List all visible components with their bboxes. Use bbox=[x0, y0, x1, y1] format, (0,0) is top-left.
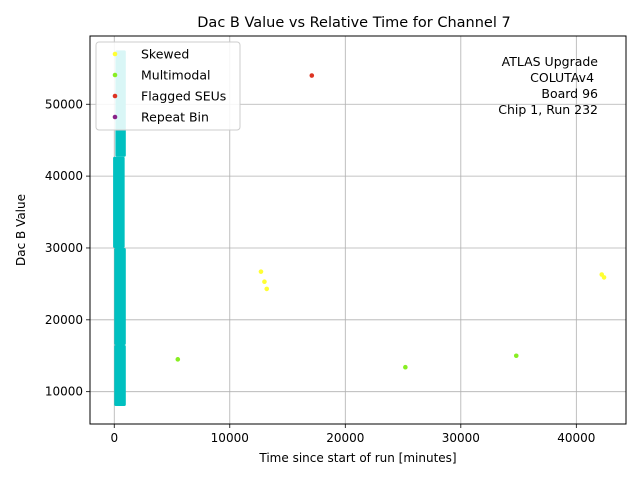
legend-box bbox=[95, 41, 241, 131]
data-points bbox=[175, 73, 607, 370]
annotation-box: ATLAS Upgrade COLUTAv4 Board 96 Chip 1, … bbox=[498, 54, 598, 117]
legend-marker bbox=[112, 114, 118, 120]
grid bbox=[90, 36, 626, 424]
legend-marker bbox=[112, 51, 118, 57]
y-axis-label: Dac B Value bbox=[14, 194, 28, 266]
annotation-line-3: Board 96 bbox=[537, 86, 598, 101]
legend-label: Skewed bbox=[141, 47, 189, 62]
y-tick-label: 10000 bbox=[45, 385, 83, 399]
plot-area bbox=[89, 35, 627, 425]
data-point bbox=[264, 286, 270, 292]
x-axis-label: Time since start of run [minutes] bbox=[258, 451, 456, 465]
chart-title: Dac B Value vs Relative Time for Channel… bbox=[197, 15, 510, 31]
data-point bbox=[262, 279, 267, 285]
annotation-line-4: Chip 1, Run 232 bbox=[498, 102, 598, 117]
y-tick-label: 20000 bbox=[45, 313, 83, 327]
x-axis-ticks: 0 10000 20000 30000 40000 bbox=[110, 424, 595, 445]
legend-label: Repeat Bin bbox=[141, 110, 209, 125]
x-tick-label: 30000 bbox=[442, 431, 480, 445]
data-point bbox=[175, 357, 181, 362]
data-point bbox=[513, 353, 519, 359]
y-tick-label: 30000 bbox=[45, 241, 83, 255]
y-tick-label: 50000 bbox=[45, 97, 83, 111]
bulk-data-band bbox=[114, 344, 126, 407]
legend-label: Flagged SEUs bbox=[141, 89, 226, 104]
y-axis-ticks: 10000 20000 30000 40000 50000 bbox=[45, 97, 90, 399]
bulk-data-band bbox=[113, 156, 125, 248]
x-tick-label: 40000 bbox=[557, 431, 595, 445]
annotation-line-1: ATLAS Upgrade bbox=[502, 54, 599, 69]
legend-marker bbox=[112, 72, 118, 78]
x-tick-label: 20000 bbox=[326, 431, 364, 445]
x-tick-label: 0 bbox=[110, 431, 118, 445]
data-point bbox=[258, 269, 264, 274]
legend-marker bbox=[112, 93, 118, 99]
y-tick-label: 40000 bbox=[45, 169, 83, 183]
legend-items: Skewed Multimodal Flagged SEUs Repeat Bin bbox=[112, 47, 226, 125]
bulk-data-band bbox=[114, 247, 126, 345]
annotation-line-2: COLUTAv4 bbox=[530, 70, 598, 85]
data-point bbox=[309, 73, 315, 78]
x-tick-label: 10000 bbox=[211, 431, 249, 445]
legend-label: Multimodal bbox=[141, 68, 210, 83]
legend: Skewed Multimodal Flagged SEUs Repeat Bin bbox=[95, 41, 241, 131]
data-point bbox=[403, 364, 408, 370]
plot-frame bbox=[89, 35, 627, 425]
data-point bbox=[601, 275, 607, 280]
